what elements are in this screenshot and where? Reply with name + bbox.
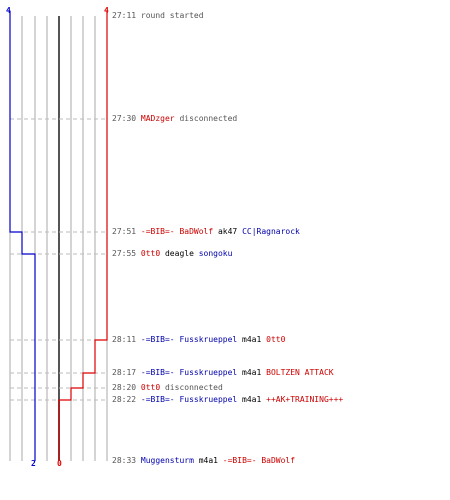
event-row: 27:55 0tt0 deagle songoku <box>112 249 232 259</box>
event-text: 0tt0 <box>140 249 161 258</box>
event-time: 27:30 <box>112 114 141 123</box>
red-alive-end: 0 <box>57 459 62 468</box>
blue-alive-start: 4 <box>6 6 11 15</box>
event-row: 28:33 Muggensturm m4a1 -=BIB=- BaDWolf <box>112 456 295 466</box>
event-row: 28:11 -=BIB=- Fusskrueppel m4a1 0tt0 <box>112 335 285 345</box>
event-text: CC|Ragnarock <box>242 227 300 236</box>
event-time: 28:22 <box>112 395 141 404</box>
red-alive-start: 4 <box>104 6 109 15</box>
event-text: round started <box>140 11 204 20</box>
event-time: 27:55 <box>112 249 141 258</box>
event-text: -=BIB=- BaDWolf <box>222 456 296 465</box>
event-text: MADzger <box>140 114 175 123</box>
event-text: Muggensturm <box>140 456 194 465</box>
event-row: 27:30 MADzger disconnected <box>112 114 237 124</box>
event-text: m4a1 <box>193 456 223 465</box>
event-text: ++AK+TRAINING+++ <box>266 395 344 404</box>
event-time: 27:51 <box>112 227 141 236</box>
event-text: -=BIB=- Fusskrueppel <box>140 335 238 344</box>
event-row: 27:51 -=BIB=- BaDWolf ak47 CC|Ragnarock <box>112 227 300 237</box>
event-text: m4a1 <box>237 368 267 377</box>
event-time: 28:11 <box>112 335 141 344</box>
blue-team-line <box>9 11 36 461</box>
event-text: ak47 <box>213 227 243 236</box>
event-text: 0tt0 <box>266 335 286 344</box>
event-time: 28:33 <box>112 456 141 465</box>
event-row: 27:11 round started <box>112 11 204 21</box>
event-time: 28:20 <box>112 383 141 392</box>
red-team-line <box>58 11 108 461</box>
event-text: -=BIB=- Fusskrueppel <box>140 368 238 377</box>
event-time: 27:11 <box>112 11 141 20</box>
event-text: m4a1 <box>237 395 267 404</box>
event-text: m4a1 <box>237 335 267 344</box>
event-text: deagle <box>160 249 199 258</box>
event-text: disconnected <box>160 383 223 392</box>
event-text: songoku <box>198 249 233 258</box>
event-text: -=BIB=- BaDWolf <box>140 227 214 236</box>
event-row: 28:22 -=BIB=- Fusskrueppel m4a1 ++AK+TRA… <box>112 395 343 405</box>
event-row: 28:20 0tt0 disconnected <box>112 383 223 393</box>
blue-alive-end: 2 <box>31 459 36 468</box>
event-time: 28:17 <box>112 368 141 377</box>
event-text: disconnected <box>174 114 238 123</box>
event-row: 28:17 -=BIB=- Fusskrueppel m4a1 BOLTZEN … <box>112 368 334 378</box>
event-text: -=BIB=- Fusskrueppel <box>140 395 238 404</box>
event-text: 0tt0 <box>140 383 161 392</box>
event-text: BOLTZEN ATTACK <box>266 368 334 377</box>
